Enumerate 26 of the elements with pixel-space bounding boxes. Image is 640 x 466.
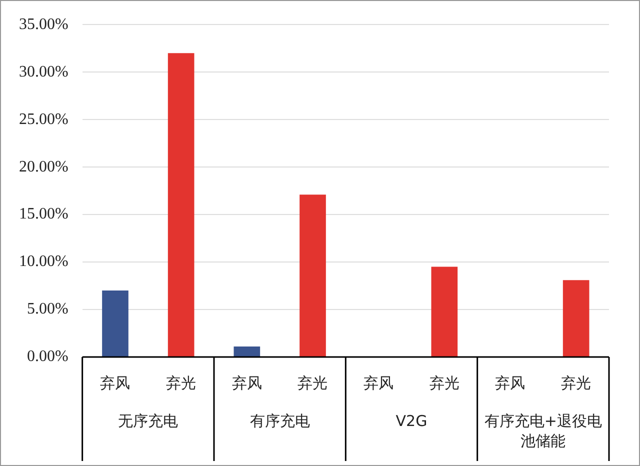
x-tick-label: V2G xyxy=(396,412,428,430)
bar xyxy=(431,266,458,356)
bar xyxy=(168,53,194,356)
x-tick-label: 无序充电 xyxy=(118,412,178,430)
text: 弃光 xyxy=(429,374,460,392)
text: 弃光 xyxy=(166,374,196,392)
y-tick-label: 5.00% xyxy=(27,300,68,318)
series-label: 弃风 xyxy=(232,374,262,392)
y-tick-label: 30.00% xyxy=(19,63,68,80)
text: 弃光 xyxy=(298,374,328,392)
bar xyxy=(102,290,128,356)
y-tick-label: 25.00% xyxy=(19,110,68,128)
y-tick-label: 0.00% xyxy=(27,348,68,366)
text: 弃风 xyxy=(100,374,130,392)
bar xyxy=(562,280,590,356)
x-tick-label: 有序充电 xyxy=(250,412,310,430)
y-tick-label: 35.00% xyxy=(19,16,68,33)
y-tick-label: 15.00% xyxy=(19,206,68,223)
bar xyxy=(234,346,260,356)
text: 弃风 xyxy=(364,374,394,392)
y-tick-label: 10.00% xyxy=(19,253,68,270)
y-tick-label: 20.00% xyxy=(19,158,68,176)
series-label: 弃光 xyxy=(561,374,592,392)
bar xyxy=(300,194,326,356)
x-tick-label: 有序充电+退役电池储能 xyxy=(484,412,602,450)
text: 弃风 xyxy=(495,374,526,392)
